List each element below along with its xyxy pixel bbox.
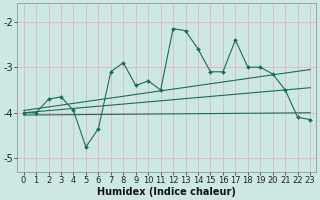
X-axis label: Humidex (Indice chaleur): Humidex (Indice chaleur) — [98, 187, 236, 197]
